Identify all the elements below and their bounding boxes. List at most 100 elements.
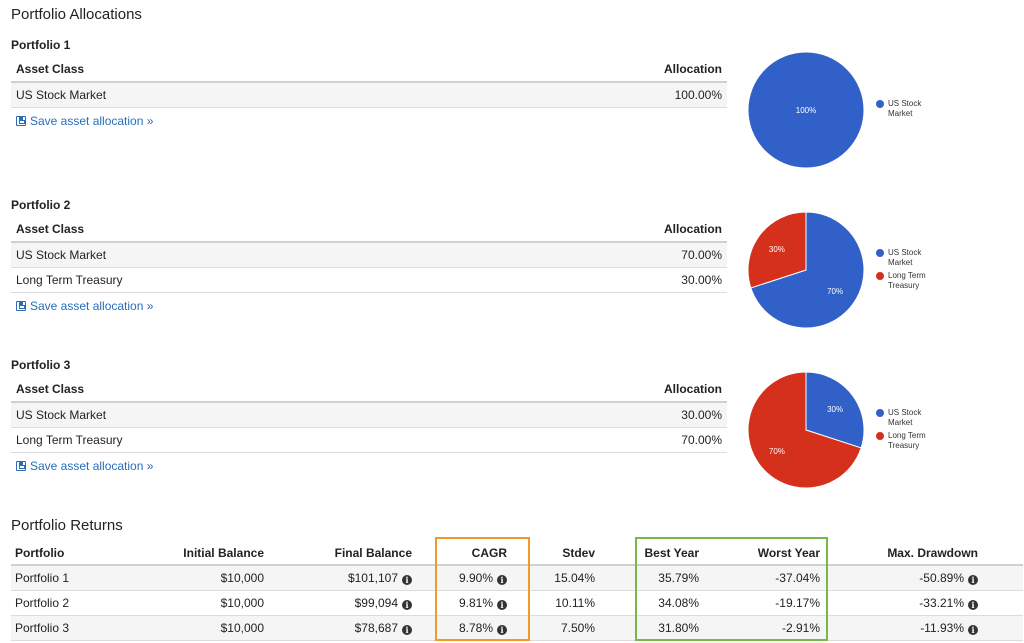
info-icon[interactable]: i — [497, 600, 507, 610]
asset-name: Long Term Treasury — [16, 273, 123, 287]
table-row: US Stock Market 100.00% — [11, 83, 727, 108]
legend-label: US Stock Market — [888, 248, 922, 267]
cagr-value: 9.81% — [458, 596, 493, 610]
save-link-label: Save asset allocation » — [30, 298, 154, 313]
legend-marker — [876, 409, 884, 417]
cell-cagr: 9.90% i — [416, 571, 511, 585]
cell-portfolio: Portfolio 1 — [15, 571, 70, 585]
final-balance-value: $101,107 — [347, 571, 398, 585]
table-row: Portfolio 3 $10,000 $78,687 i 8.78% i 7.50… — [11, 616, 1023, 641]
portfolio-1-pie-chart: 100% — [747, 51, 865, 169]
asset-name: US Stock Market — [16, 408, 107, 422]
allocations-heading: Portfolio Allocations — [11, 6, 142, 23]
asset-allocation: 100.00% — [674, 88, 722, 102]
cagr-value: 9.90% — [458, 571, 493, 585]
table-header: Portfolio Initial Balance Final Balance … — [11, 541, 1023, 566]
col-final-balance: Final Balance — [334, 545, 412, 560]
cell-best-year: 34.08% — [658, 596, 699, 610]
legend-item[interactable]: US Stock Market — [876, 248, 930, 268]
legend-label: Long Term Treasury — [888, 431, 926, 450]
save-asset-allocation-link[interactable]: Save asset allocation » — [11, 453, 727, 478]
legend-marker — [876, 432, 884, 440]
cell-cagr: 9.81% i — [416, 596, 511, 610]
portfolio-1-legend: US Stock Market — [876, 99, 930, 122]
allocation-header: Allocation — [663, 62, 722, 76]
table-row: US Stock Market 70.00% — [11, 243, 727, 268]
info-icon[interactable]: i — [497, 625, 507, 635]
table-header: Asset Class Allocation — [11, 217, 727, 243]
allocation-header: Allocation — [663, 382, 722, 396]
portfolio-3-pie-chart: 30% 70% — [747, 371, 865, 489]
asset-allocation: 70.00% — [681, 248, 722, 262]
cell-initial-balance: $10,000 — [220, 621, 264, 635]
drawdown-value: -11.93% — [920, 621, 964, 635]
table-header: Asset Class Allocation — [11, 377, 727, 403]
portfolio-2-allocation-table: Asset Class Allocation US Stock Market 7… — [11, 217, 727, 318]
info-icon[interactable]: i — [968, 600, 978, 610]
returns-heading: Portfolio Returns — [11, 517, 123, 534]
cell-cagr: 8.78% i — [416, 621, 511, 635]
pie-slice-us-stock-market — [747, 51, 865, 169]
legend-item[interactable]: Long Term Treasury — [876, 431, 930, 451]
portfolio-2-title: Portfolio 2 — [11, 198, 71, 212]
cell-final-balance: $101,107 i — [268, 571, 416, 585]
asset-allocation: 30.00% — [681, 273, 722, 287]
cell-worst-year: -19.17% — [775, 596, 820, 610]
save-asset-allocation-link[interactable]: Save asset allocation » — [11, 108, 727, 133]
cell-max-drawdown: -50.89% i — [824, 571, 982, 585]
info-icon[interactable]: i — [968, 625, 978, 635]
final-balance-value: $78,687 — [354, 621, 398, 635]
col-best-year: Best Year — [644, 545, 700, 560]
asset-class-header: Asset Class — [16, 62, 85, 76]
final-balance-value: $99,094 — [354, 596, 398, 610]
cell-initial-balance: $10,000 — [220, 571, 264, 585]
legend-label: Long Term Treasury — [888, 271, 926, 290]
asset-class-header: Asset Class — [16, 222, 85, 236]
legend-item[interactable]: US Stock Market — [876, 99, 930, 119]
floppy-disk-icon — [16, 460, 26, 471]
asset-allocation: 70.00% — [681, 433, 722, 447]
cell-portfolio: Portfolio 2 — [15, 596, 70, 610]
col-max-drawdown: Max. Drawdown — [887, 545, 978, 560]
portfolio-1-title: Portfolio 1 — [11, 38, 71, 52]
cell-worst-year: -37.04% — [775, 571, 820, 585]
info-icon[interactable]: i — [402, 575, 412, 585]
cell-best-year: 35.79% — [658, 571, 699, 585]
pie-slice-label: 70% — [827, 287, 843, 296]
drawdown-value: -33.21% — [919, 596, 964, 610]
save-asset-allocation-link[interactable]: Save asset allocation » — [11, 293, 727, 318]
cell-worst-year: -2.91% — [781, 621, 820, 635]
floppy-disk-icon — [16, 115, 26, 126]
portfolio-2-legend: US Stock Market Long Term Treasury — [876, 248, 930, 294]
pie-slice-long-term-treasury — [747, 371, 862, 489]
portfolio-returns-table: Portfolio Initial Balance Final Balance … — [11, 541, 1023, 641]
asset-name: Long Term Treasury — [16, 433, 123, 447]
save-link-label: Save asset allocation » — [30, 458, 154, 473]
cell-stdev: 10.11% — [555, 596, 595, 610]
asset-class-header: Asset Class — [16, 382, 85, 396]
col-portfolio: Portfolio — [15, 545, 65, 560]
pie-slice-label: 100% — [796, 106, 816, 115]
legend-marker — [876, 100, 884, 108]
save-link-label: Save asset allocation » — [30, 113, 154, 128]
portfolio-3-legend: US Stock Market Long Term Treasury — [876, 408, 930, 454]
table-header: Asset Class Allocation — [11, 57, 727, 83]
pie-slice-long-term-treasury — [747, 211, 807, 289]
cagr-highlight-box — [435, 537, 530, 641]
drawdown-value: -50.89% — [919, 571, 964, 585]
allocation-header: Allocation — [663, 222, 722, 236]
cell-max-drawdown: -11.93% i — [824, 621, 982, 635]
info-icon[interactable]: i — [402, 600, 412, 610]
cell-best-year: 31.80% — [658, 621, 699, 635]
legend-item[interactable]: Long Term Treasury — [876, 271, 930, 291]
info-icon[interactable]: i — [497, 575, 507, 585]
info-icon[interactable]: i — [968, 575, 978, 585]
asset-name: US Stock Market — [16, 248, 107, 262]
col-worst-year: Worst Year — [757, 545, 820, 560]
cell-stdev: 7.50% — [560, 621, 595, 635]
asset-name: US Stock Market — [16, 88, 107, 102]
col-stdev: Stdev — [562, 545, 595, 560]
legend-item[interactable]: US Stock Market — [876, 408, 930, 428]
info-icon[interactable]: i — [402, 625, 412, 635]
table-row: Long Term Treasury 70.00% — [11, 428, 727, 453]
